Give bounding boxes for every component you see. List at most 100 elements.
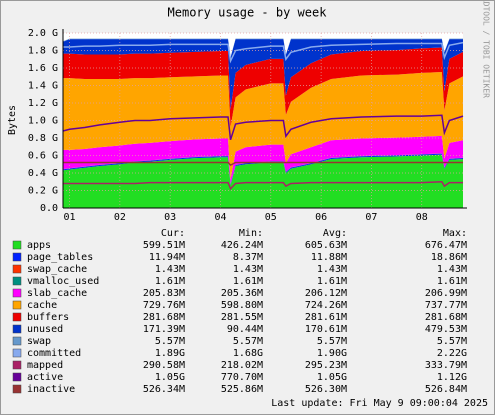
legend-header: Avg: <box>323 228 347 239</box>
y-tick-label: 1.0 G <box>28 116 58 127</box>
y-tick-label: 0.4 G <box>28 168 58 179</box>
legend-swatch <box>12 312 22 322</box>
y-tick-label: 0.2 G <box>28 186 58 197</box>
legend-value: 526.34M <box>143 384 185 395</box>
legend-value: 218.02M <box>221 360 263 371</box>
legend-label: cache <box>27 300 57 311</box>
legend-value: 1.43M <box>233 264 263 275</box>
legend-value: 281.68M <box>143 312 185 323</box>
x-tick-label: 02 <box>114 212 126 223</box>
legend-value: 11.88M <box>311 252 347 263</box>
x-tick-label: 04 <box>214 212 226 223</box>
line <box>63 180 463 191</box>
legend-value: 1.12G <box>437 372 467 383</box>
area <box>63 71 463 180</box>
legend-label: apps <box>27 240 51 251</box>
legend-value: 598.80M <box>221 300 263 311</box>
legend-swatch <box>12 324 22 334</box>
legend-value: 729.76M <box>143 300 185 311</box>
legend-label: active <box>27 372 63 383</box>
legend-label: swap <box>27 336 51 347</box>
legend-value: 205.36M <box>221 288 263 299</box>
legend-value: 5.57M <box>437 336 467 347</box>
footer: Last update: Fri May 9 09:00:04 2025 <box>271 398 488 409</box>
legend-label: inactive <box>27 384 75 395</box>
legend-value: 526.84M <box>425 384 467 395</box>
legend-swatch <box>12 384 22 394</box>
legend-value: 281.61M <box>305 312 347 323</box>
legend-value: 525.86M <box>221 384 263 395</box>
legend-value: 1.43M <box>437 264 467 275</box>
legend-value: 426.24M <box>221 240 263 251</box>
legend-value: 1.68G <box>233 348 263 359</box>
legend-value: 11.94M <box>149 252 185 263</box>
x-tick-label: 01 <box>64 212 76 223</box>
legend-label: swap_cache <box>27 264 87 275</box>
legend-value: 18.86M <box>431 252 467 263</box>
legend-value: 1.43M <box>155 264 185 275</box>
line <box>63 41 464 64</box>
y-tick-label: 1.8 G <box>28 46 58 57</box>
y-tick-label: 1.6 G <box>28 63 58 74</box>
legend-value: 2.22G <box>437 348 467 359</box>
x-tick-label: 03 <box>164 212 176 223</box>
legend-label: mapped <box>27 360 63 371</box>
line <box>62 114 464 140</box>
area <box>63 47 463 128</box>
legend-swatch <box>12 264 22 274</box>
legend-swatch <box>12 252 22 262</box>
area <box>63 154 463 208</box>
legend-value: 5.57M <box>317 336 347 347</box>
y-tick-label: 1.4 G <box>28 81 58 92</box>
legend-label: slab_cache <box>27 288 87 299</box>
legend-swatch <box>12 240 22 250</box>
legend-label: committed <box>27 348 81 359</box>
legend-value: 1.61M <box>437 276 467 287</box>
x-tick-label: 08 <box>416 212 428 223</box>
y-tick-label: 0.8 G <box>28 133 58 144</box>
legend-value: 170.61M <box>305 324 347 335</box>
legend-swatch <box>12 276 22 286</box>
legend-swatch <box>12 348 22 358</box>
legend-value: 770.70M <box>221 372 263 383</box>
legend-value: 737.77M <box>425 300 467 311</box>
legend-swatch <box>12 372 22 382</box>
legend-value: 599.51M <box>143 240 185 251</box>
legend-value: 290.58M <box>143 360 185 371</box>
y-tick-label: 1.2 G <box>28 98 58 109</box>
legend-value: 1.90G <box>317 348 347 359</box>
y-axis-label: Bytes <box>7 105 18 135</box>
legend-value: 171.39M <box>143 324 185 335</box>
chart-title: Memory usage - by week <box>168 6 328 20</box>
legend-swatch <box>12 336 22 346</box>
line <box>63 161 463 167</box>
legend-value: 5.57M <box>233 336 263 347</box>
y-tick-label: 0.6 G <box>28 151 58 162</box>
legend-header: Max: <box>443 228 467 239</box>
legend-value: 5.57M <box>155 336 185 347</box>
y-tick-label: 0.0 <box>40 203 58 214</box>
legend-value: 90.44M <box>227 324 263 335</box>
legend-value: 1.61M <box>317 276 347 287</box>
legend-value: 333.79M <box>425 360 467 371</box>
legend-value: 526.30M <box>305 384 347 395</box>
legend-value: 205.83M <box>143 288 185 299</box>
side-label: RRDTOOL / TOBI OETIKER <box>482 0 491 98</box>
legend-label: page_tables <box>27 252 93 263</box>
legend-swatch <box>12 288 22 298</box>
y-tick-label: 2.0 G <box>28 28 58 39</box>
area <box>63 135 463 184</box>
x-tick-label: 05 <box>265 212 277 223</box>
legend-value: 8.37M <box>233 252 263 263</box>
legend-value: 206.99M <box>425 288 467 299</box>
legend-value: 281.68M <box>425 312 467 323</box>
legend-value: 1.61M <box>233 276 263 287</box>
legend-value: 1.89G <box>155 348 185 359</box>
legend-value: 1.05G <box>317 372 347 383</box>
legend-value: 1.61M <box>155 276 185 287</box>
legend-value: 295.23M <box>305 360 347 371</box>
legend-label: vmalloc_used <box>27 276 99 287</box>
legend-value: 479.53M <box>425 324 467 335</box>
